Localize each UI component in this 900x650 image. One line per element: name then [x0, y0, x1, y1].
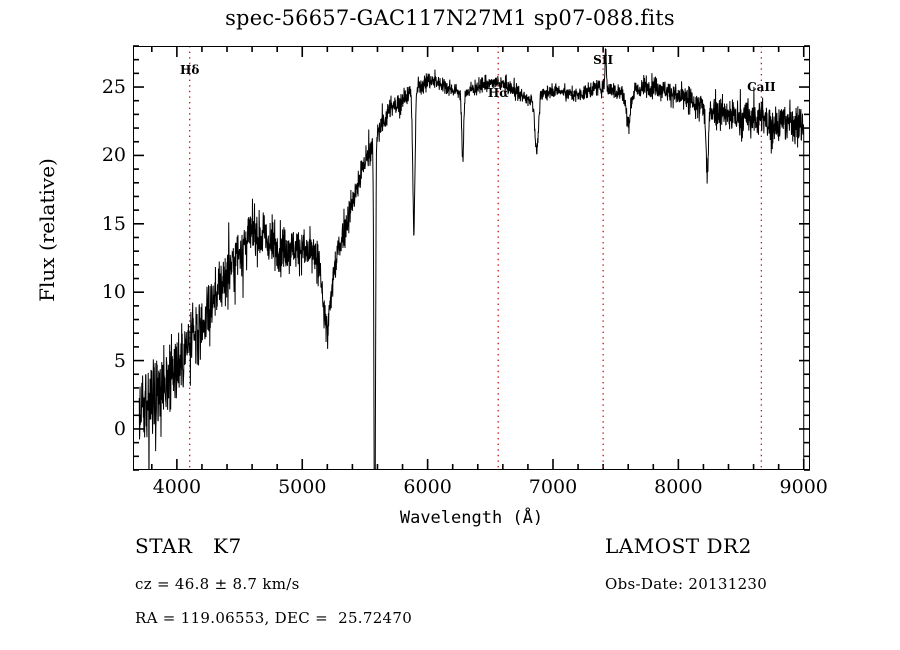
x-tick-label: 4000	[152, 476, 202, 498]
spectrum-trace	[138, 48, 805, 470]
y-tick-label: 10	[101, 281, 126, 304]
x-tick-label: 9000	[779, 476, 828, 498]
marker-label: CaII	[747, 80, 776, 95]
y-tick-label: 5	[113, 349, 126, 372]
x-axis-title: Wavelength (Å)	[399, 508, 544, 528]
survey-name: LAMOST DR2	[605, 534, 752, 558]
y-tick-label: 0	[113, 417, 126, 440]
marker-label: Hδ	[179, 62, 200, 77]
x-tick-label: 6000	[403, 476, 452, 498]
x-tick-label: 5000	[278, 476, 327, 498]
line-markers	[189, 46, 763, 470]
y-axis-title: Flux (relative)	[35, 158, 59, 302]
y-axis-tick-labels: 0 5 10 15 20 25	[78, 46, 126, 470]
x-axis-tick-labels: 4000 5000 6000 7000 8000 9000	[133, 476, 828, 504]
y-tick-label: 25	[101, 76, 126, 99]
x-tick-label: 7000	[528, 476, 578, 498]
plot-area: Hδ Hα SII CaII	[133, 45, 810, 471]
object-type: STAR K7	[135, 534, 242, 558]
y-tick-label: 15	[101, 212, 126, 235]
page-title: spec-56657-GAC117N27M1 sp07-088.fits	[225, 6, 675, 30]
marker-label: SII	[593, 53, 614, 68]
coordinates: RA = 119.06553, DEC = 25.72470	[135, 609, 413, 627]
x-tick-label: 8000	[654, 476, 703, 498]
y-tick-label: 20	[101, 144, 126, 167]
figure-footer: STAR K7 LAMOST DR2 cz = 46.8 ± 8.7 km/s …	[0, 530, 900, 640]
cz-value: cz = 46.8 ± 8.7 km/s	[135, 575, 300, 593]
marker-label: Hα	[487, 85, 509, 100]
obs-date: Obs-Date: 20131230	[605, 575, 768, 593]
